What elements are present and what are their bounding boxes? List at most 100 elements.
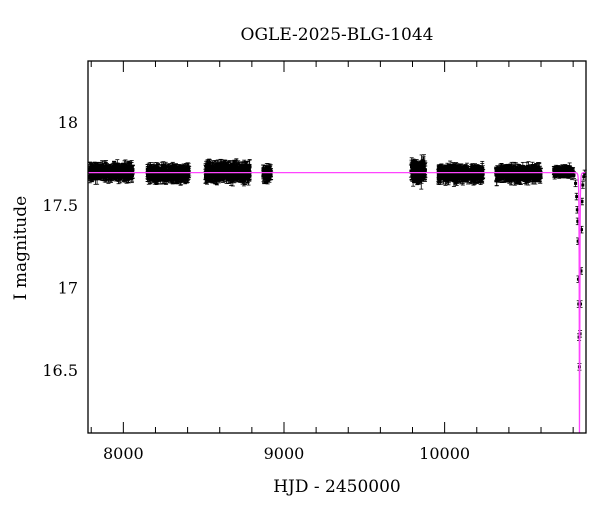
data-point [246,166,250,170]
data-point [220,172,224,176]
data-point [207,166,211,170]
y-tick-label: 17 [58,279,78,298]
x-axis-label: HJD - 2450000 [273,477,401,497]
data-point [232,166,236,170]
data-point [221,169,225,173]
data-point [264,174,268,178]
data-point [103,165,107,169]
data-point [92,170,96,174]
data-point [171,176,175,180]
data-point [107,170,111,174]
data-point [130,174,134,178]
data-point [238,165,242,169]
data-point [261,168,265,172]
data-point [99,168,103,172]
y-axis-label: I magnitude [11,196,31,300]
chart-title: OGLE-2025-BLG-1044 [241,25,434,45]
data-point [102,173,106,177]
data-point [121,169,125,173]
data-point [173,168,177,172]
data-point [104,172,108,176]
data-point [98,170,102,174]
y-tick-label: 16.5 [42,361,78,380]
data-point [265,167,269,171]
data-point [187,169,191,173]
data-point [222,165,226,169]
data-point [175,175,179,179]
data-point [111,173,115,177]
data-point [241,172,245,176]
data-point [127,173,131,177]
data-point [215,177,219,181]
data-point [118,175,122,179]
x-tick-label: 10000 [419,444,470,463]
x-tick-label: 9000 [264,444,305,463]
data-point [115,164,119,168]
data-point [267,173,271,177]
data-point [145,167,149,171]
data-point [209,175,213,179]
data-point [177,168,181,172]
data-point [128,169,132,173]
data-point [218,172,222,176]
data-point [159,176,163,180]
data-point [234,165,238,169]
data-point [125,168,129,172]
data-point [231,179,235,183]
data-point [114,173,118,177]
data-point [171,172,175,176]
data-point [125,172,129,176]
data-point [179,172,183,176]
data-point [248,174,252,178]
data-point [214,168,218,172]
data-point [93,167,97,171]
data-point [116,170,120,174]
axis-ticks [90,61,574,433]
data-point [183,175,187,179]
data-point [161,177,165,181]
data-point [209,169,213,173]
data-point [100,172,104,176]
data-point [96,170,100,174]
data-point [119,168,123,172]
data-point [153,174,157,178]
y-tick-label: 18 [58,113,78,132]
data-point [262,175,266,179]
data-point [120,172,124,176]
data-point [184,172,188,176]
data-point [148,177,152,181]
data-point [152,172,156,176]
data-point [227,172,231,176]
data-point [152,166,156,170]
x-tick-label: 8000 [103,444,144,463]
data-point [246,172,250,176]
axis-tick-labels: 8000 9000 10000 16.5 17 17.5 18 [42,113,470,463]
data-point [111,166,115,170]
data-point [235,174,239,178]
data-point [169,172,173,176]
data-point [218,167,222,171]
y-tick-label: 17.5 [42,196,78,215]
data-point [150,173,154,177]
data-point [219,170,223,174]
data-point [147,176,151,180]
data-point [212,172,216,176]
data-point [96,168,100,172]
data-point [186,175,190,179]
data-point [228,169,232,173]
data-point [234,171,238,175]
data-point [229,173,233,177]
data-points [87,154,587,371]
data-point [146,170,150,174]
data-point [121,165,125,169]
data-point [216,163,220,167]
data-point [90,173,94,177]
data-point [105,168,109,172]
data-point [224,173,228,177]
data-point [164,173,168,177]
data-point [106,173,110,177]
data-point [185,169,189,173]
data-point [101,174,105,178]
data-point [91,167,95,171]
